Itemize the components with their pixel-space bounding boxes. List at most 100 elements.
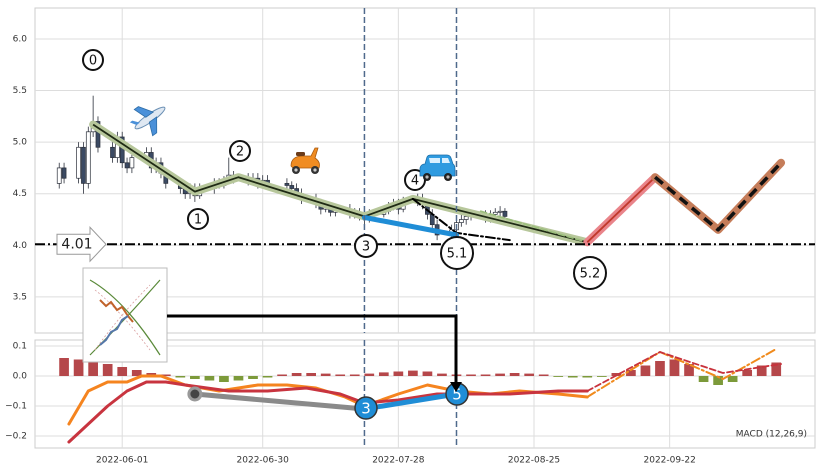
y-tick-label: −0.2 xyxy=(5,432,27,442)
histogram-bar xyxy=(277,374,287,376)
histogram-bar xyxy=(204,376,215,381)
candle-body xyxy=(458,219,464,223)
overlay-line xyxy=(67,380,589,444)
overlay-line xyxy=(479,210,589,244)
histogram-bar xyxy=(131,370,142,376)
candle-body xyxy=(95,121,101,148)
histogram-bar xyxy=(771,362,782,376)
histogram-bar xyxy=(102,364,113,376)
candle-body xyxy=(124,162,130,169)
annotation-circle xyxy=(82,49,104,71)
candle-body xyxy=(119,136,125,164)
candle-body xyxy=(61,167,67,179)
histogram-bar xyxy=(117,367,128,376)
histogram-bar xyxy=(291,373,302,376)
line-marker xyxy=(187,386,203,402)
overlay-line-inner xyxy=(654,161,783,232)
histogram-bar xyxy=(349,374,360,376)
y-tick-label: 5.0 xyxy=(13,138,28,148)
histogram-bar xyxy=(335,374,346,376)
connector-arrow xyxy=(167,314,462,392)
histogram-bar xyxy=(378,372,389,376)
histogram-bar xyxy=(73,359,84,376)
histogram-bar xyxy=(756,365,767,376)
y-tick-label: 0.1 xyxy=(13,342,27,352)
histogram-bar xyxy=(640,365,651,376)
candle-body xyxy=(76,146,81,179)
annotation-circle xyxy=(440,236,474,270)
overlay-line xyxy=(586,351,782,392)
value-callout-label: 4.01 xyxy=(61,236,92,252)
histogram-bar xyxy=(88,361,98,376)
overlay-line-inner xyxy=(92,123,588,244)
histogram-bar xyxy=(553,376,564,377)
histogram-bar xyxy=(480,374,491,376)
overlay-line xyxy=(586,348,778,398)
thumbnail-image xyxy=(82,267,168,363)
histogram-bar xyxy=(567,376,578,378)
histogram-bar xyxy=(160,374,171,376)
annotation-label: 3 xyxy=(362,240,370,255)
overlay-line-inner xyxy=(586,176,656,243)
value-callout xyxy=(56,226,107,263)
annotation-circle xyxy=(573,256,607,290)
annotation-circle xyxy=(187,208,209,230)
x-tick-label: 2022-07-28 xyxy=(372,456,425,466)
candle-body xyxy=(81,146,86,184)
histogram-bar xyxy=(538,374,549,376)
annotation-label: 2 xyxy=(236,145,244,160)
histogram-bar xyxy=(669,359,680,376)
candle-body xyxy=(85,131,91,184)
annotation-label: 1 xyxy=(194,213,202,228)
annotation-circle xyxy=(354,234,378,258)
overlay-line xyxy=(192,391,367,412)
histogram-bar xyxy=(727,376,738,382)
overlay-line xyxy=(361,214,459,238)
histogram-bar xyxy=(219,376,229,382)
histogram-bar xyxy=(364,373,375,376)
annotation-label: 3 xyxy=(361,400,371,418)
x-tick-label: 2022-09-22 xyxy=(644,456,696,466)
annotation-label: 5.2 xyxy=(580,267,601,282)
y-tick-label: 5.5 xyxy=(13,86,27,96)
candle-body xyxy=(110,146,115,158)
y-tick-label: 0.0 xyxy=(13,372,28,382)
x-tick-label: 2022-06-01 xyxy=(96,456,148,466)
y-tick-label: 6.0 xyxy=(13,34,28,44)
scooter-icon xyxy=(290,147,320,174)
overlay-line xyxy=(361,391,459,412)
histogram-bar xyxy=(626,370,636,376)
histogram-bar xyxy=(684,364,694,376)
histogram-bar xyxy=(248,376,258,379)
candle-body xyxy=(492,211,498,215)
histogram-bar xyxy=(393,371,404,376)
panel-label: MACD (12,26,9) xyxy=(736,430,807,440)
histogram-bar xyxy=(698,376,709,382)
annotation-circle xyxy=(354,396,378,420)
histogram-bar xyxy=(190,376,200,379)
annotation-label: 5 xyxy=(452,386,462,404)
candle-body xyxy=(289,185,295,189)
histogram-bar xyxy=(320,373,331,376)
candle-body xyxy=(429,213,435,226)
annotation-label: 4 xyxy=(411,174,419,189)
histogram-bar xyxy=(466,374,476,376)
y-tick-label: 4.0 xyxy=(13,241,28,251)
chart-layer: 3.5 4.0 4.5 5.0 5.5 6.0 4.01 0 1 2 4 3 5.1 5.2 −0.2 −0.… xyxy=(5,7,816,466)
histogram-bar xyxy=(509,373,520,376)
candle-body xyxy=(463,216,469,220)
histogram-bar xyxy=(306,373,316,376)
histogram-bar xyxy=(262,376,273,378)
candle-body xyxy=(497,210,503,213)
histogram-bar xyxy=(59,358,69,376)
histogram-bar xyxy=(233,376,244,381)
histogram-bar xyxy=(655,361,665,376)
annotation-circle xyxy=(229,140,251,162)
x-tick-label: 2022-06-30 xyxy=(237,456,290,466)
histogram-bar xyxy=(495,373,505,376)
histogram-bar xyxy=(408,370,418,376)
histogram-bar xyxy=(596,376,607,377)
candle-body xyxy=(284,183,290,186)
candle-body xyxy=(56,167,62,184)
